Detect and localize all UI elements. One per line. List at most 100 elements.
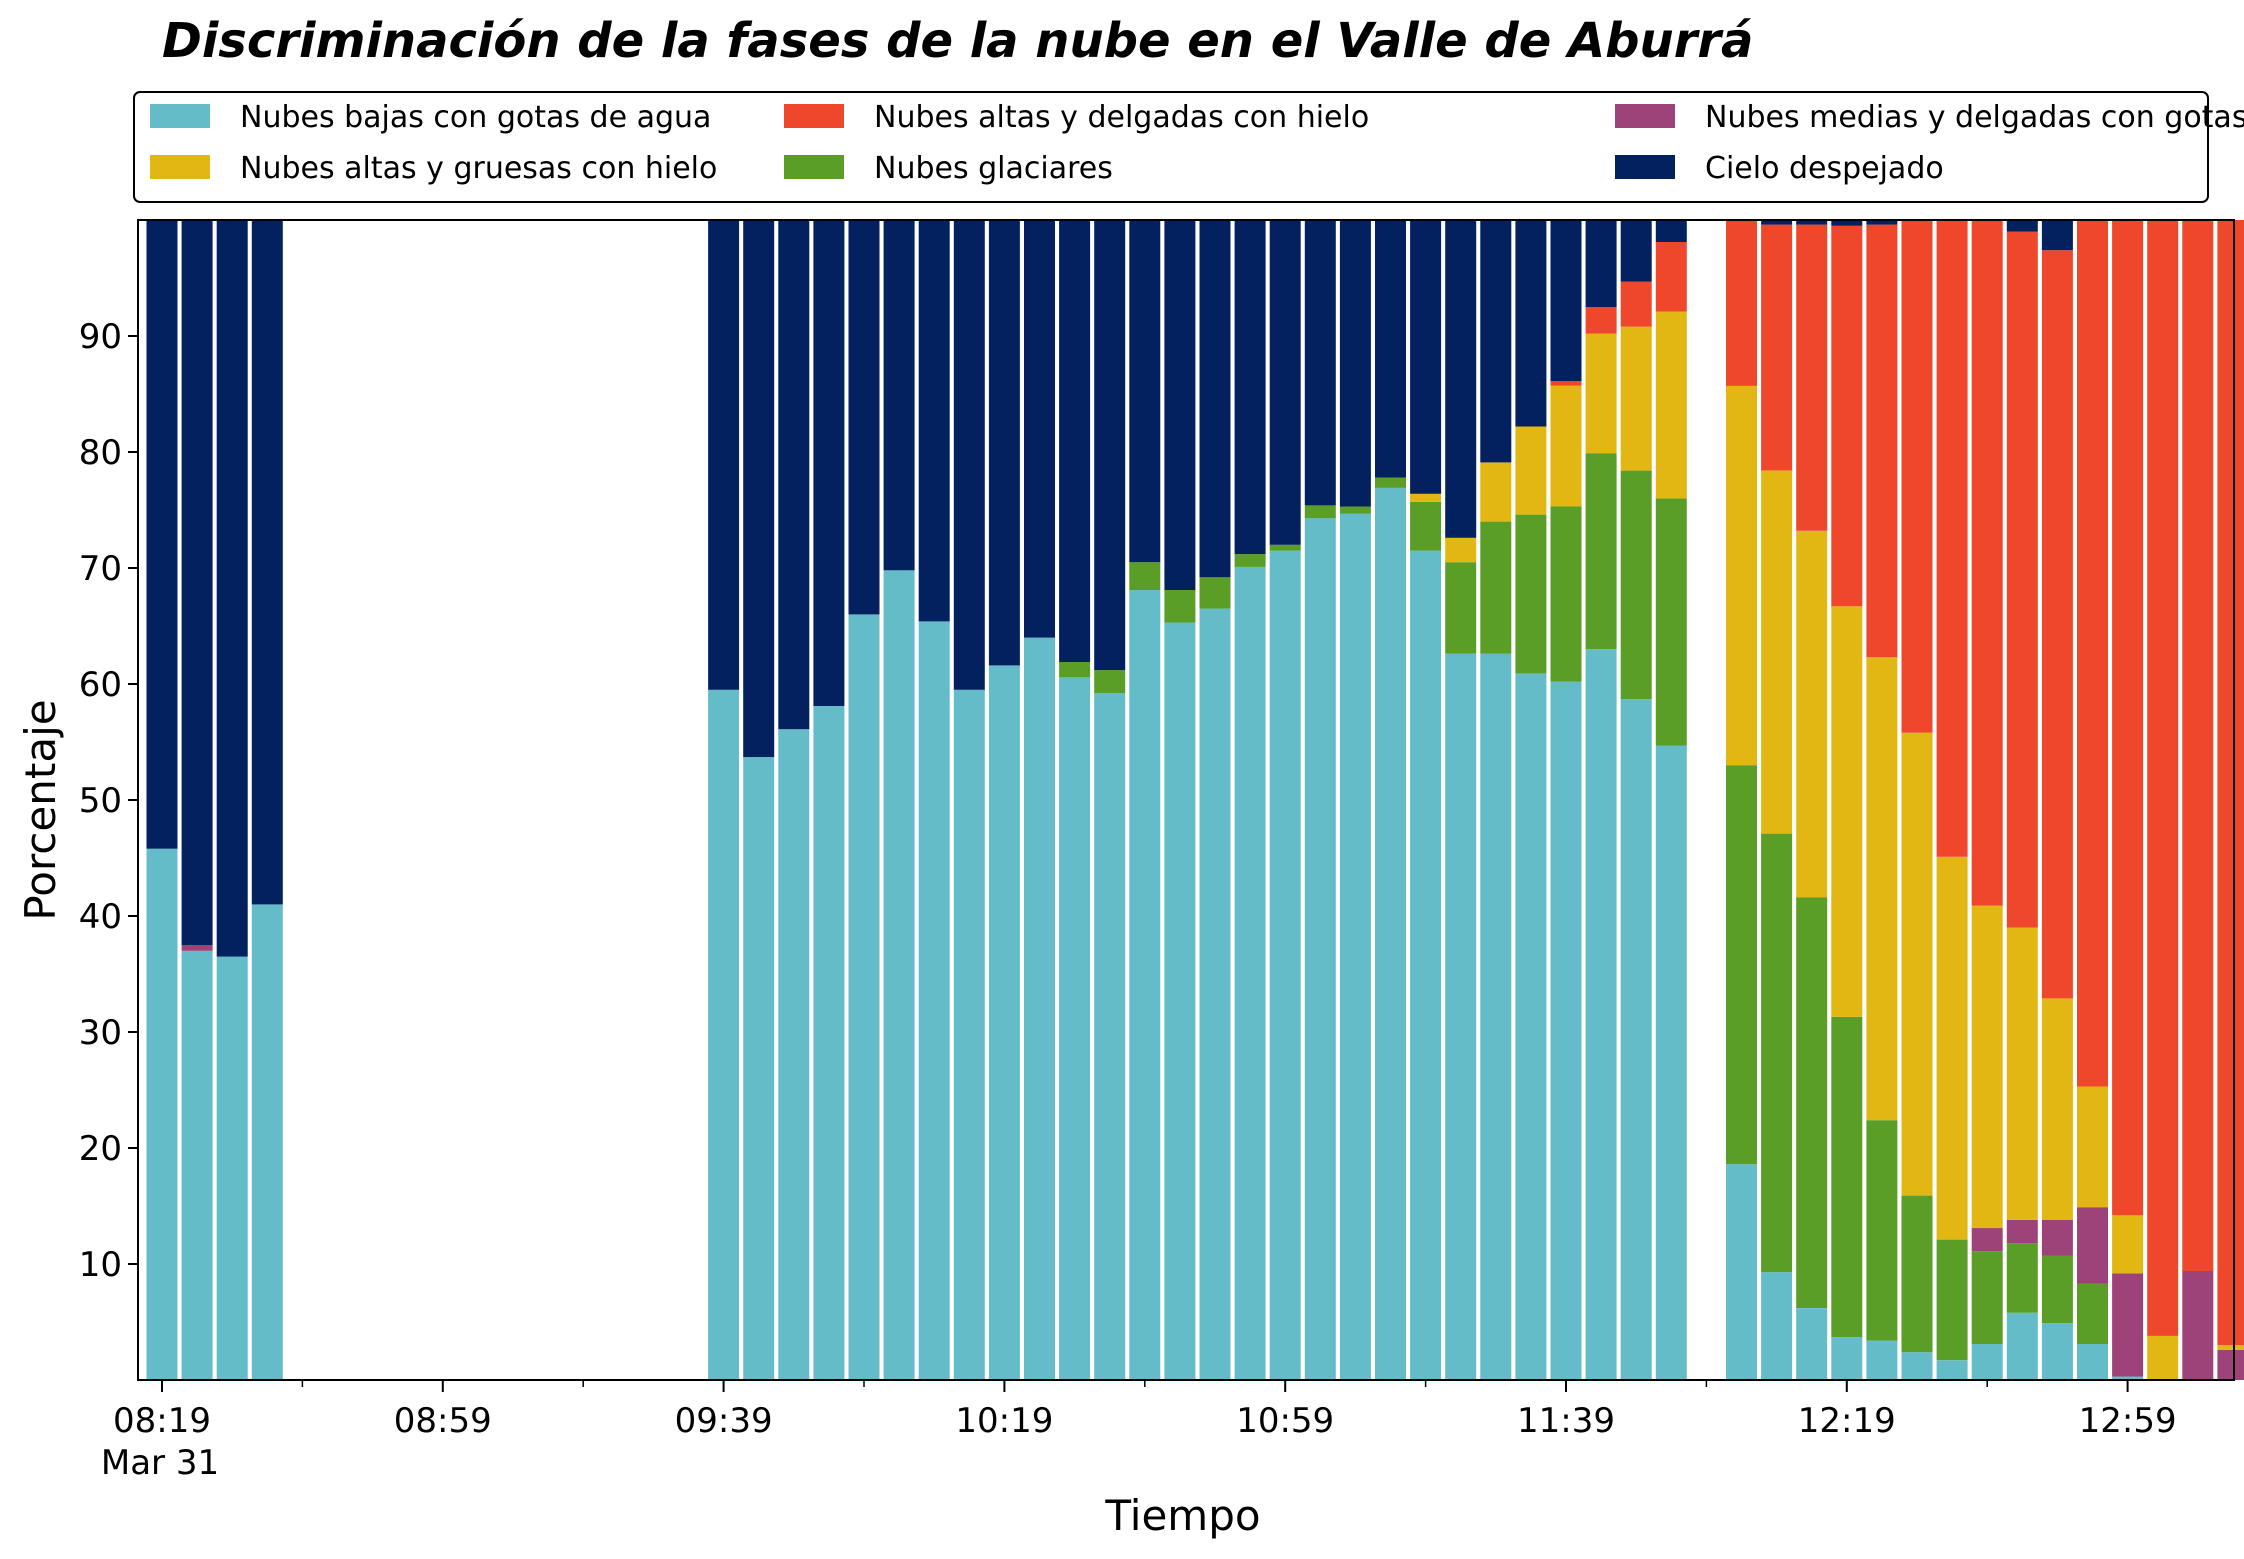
bar-segment xyxy=(1936,1239,1968,1361)
legend-item: Nubes altas y gruesas con hielo xyxy=(150,151,717,186)
bar-stack xyxy=(1445,220,1477,1380)
bar-stack xyxy=(1480,220,1512,1380)
bar-segment xyxy=(883,570,915,1380)
bar-segment xyxy=(1515,673,1547,1380)
bar-segment xyxy=(1655,242,1687,312)
y-tick-label: 20 xyxy=(79,1129,122,1169)
legend-swatch xyxy=(150,104,210,128)
bar-stack xyxy=(1410,220,1442,1380)
bar-segment xyxy=(2077,1207,2108,1284)
x-tick-label: 10:19 xyxy=(955,1401,1053,1441)
legend-swatch xyxy=(784,104,844,128)
bar-segment xyxy=(1199,608,1231,1380)
bar-stack xyxy=(1585,220,1617,1380)
bar-stack xyxy=(1269,220,1301,1380)
bar-segment xyxy=(2182,220,2214,1271)
bar-stack xyxy=(1796,220,1828,1380)
bar-stack xyxy=(848,220,880,1380)
bar-segment xyxy=(1726,765,1757,1165)
bar-segment xyxy=(1480,521,1512,654)
bar-stack xyxy=(2041,220,2073,1380)
bar-segment xyxy=(1796,897,1828,1308)
bar-segment xyxy=(1655,311,1687,499)
bar-stack xyxy=(813,220,845,1380)
bar-segment xyxy=(1796,1308,1828,1380)
bar-segment xyxy=(1094,220,1126,671)
x-axis-label: Tiempo xyxy=(1104,1491,1260,1540)
bar-segment xyxy=(1515,426,1547,515)
bar-segment xyxy=(181,945,213,951)
bar-segment xyxy=(918,621,950,1380)
bar-stack xyxy=(1304,220,1336,1380)
bar-segment xyxy=(1234,554,1266,567)
bar-segment xyxy=(2006,1243,2038,1313)
bar-stack xyxy=(1971,220,2003,1380)
legend-swatch xyxy=(1615,155,1675,179)
bar-segment xyxy=(848,220,880,615)
bar-segment xyxy=(1024,220,1055,638)
bar-stack xyxy=(708,220,740,1380)
bar-segment xyxy=(181,950,213,1380)
legend-swatch xyxy=(784,155,844,179)
bar-segment xyxy=(1866,657,1898,1121)
bar-segment xyxy=(1971,1344,2003,1380)
bar-segment xyxy=(813,706,845,1380)
legend-item: Nubes bajas con gotas de agua xyxy=(150,100,711,135)
x-tick-label: 08:59 xyxy=(394,1401,492,1441)
y-tick-label: 10 xyxy=(79,1245,122,1285)
bar-stack xyxy=(2006,220,2038,1380)
bar-stack xyxy=(1375,220,1406,1380)
bar-segment xyxy=(251,220,283,905)
bar-stack xyxy=(1901,220,1933,1380)
bar-segment xyxy=(1164,622,1196,1380)
bar-segment xyxy=(1129,562,1161,590)
bar-segment xyxy=(1304,220,1336,506)
bar-segment xyxy=(743,757,775,1380)
legend-swatch xyxy=(1615,104,1675,128)
bar-segment xyxy=(1410,501,1442,551)
bar-segment xyxy=(1375,477,1406,488)
bar-segment xyxy=(1480,462,1512,522)
y-tick-label: 60 xyxy=(79,665,122,705)
bar-segment xyxy=(1866,220,1898,225)
bar-stack xyxy=(2182,220,2214,1380)
bar-segment xyxy=(2147,1335,2179,1380)
bar-segment xyxy=(2182,1271,2214,1380)
bar-segment xyxy=(848,614,880,1380)
bar-segment xyxy=(1550,385,1582,507)
bar-stack xyxy=(181,220,213,1380)
bar-segment xyxy=(708,220,740,690)
bar-stack xyxy=(2112,220,2144,1380)
bar-segment xyxy=(1831,606,1863,1017)
bar-segment xyxy=(1655,498,1687,746)
bar-segment xyxy=(1726,1164,1757,1380)
bar-segment xyxy=(1550,681,1582,1380)
bar-segment xyxy=(1761,470,1793,834)
bar-segment xyxy=(1901,1195,1933,1353)
bar-stack xyxy=(953,220,985,1380)
bar-segment xyxy=(1480,220,1512,463)
bar-segment xyxy=(2147,220,2179,1336)
bar-segment xyxy=(813,220,845,706)
bar-segment xyxy=(1901,220,1933,733)
bar-segment xyxy=(1269,544,1301,551)
bar-segment xyxy=(1831,220,1863,226)
bar-segment xyxy=(2217,1345,2244,1350)
bar-segment xyxy=(1269,550,1301,1380)
bar-segment xyxy=(1550,506,1582,682)
bar-segment xyxy=(778,220,810,730)
bar-segment xyxy=(2112,220,2144,1216)
bar-segment xyxy=(2006,220,2038,232)
bar-segment xyxy=(1164,220,1196,590)
bar-segment xyxy=(1901,1352,1933,1380)
bar-segment xyxy=(1971,1228,2003,1252)
bar-segment xyxy=(1761,1272,1793,1380)
x-tick-label: 10:59 xyxy=(1236,1401,1334,1441)
bar-segment xyxy=(1445,220,1477,538)
bar-stack xyxy=(2217,220,2244,1380)
bar-segment xyxy=(1164,590,1196,623)
bar-segment xyxy=(1515,220,1547,427)
legend-label: Cielo despejado xyxy=(1705,151,1944,186)
bar-segment xyxy=(988,220,1020,666)
